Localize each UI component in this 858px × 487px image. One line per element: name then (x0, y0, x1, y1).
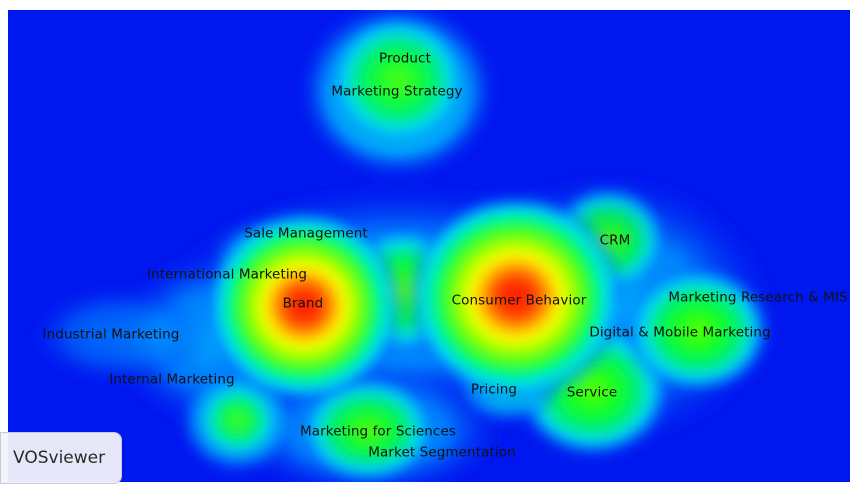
term-consumer-behavior[interactable]: Consumer Behavior (451, 292, 587, 309)
app-name: VOSviewer (13, 448, 106, 468)
density-map[interactable]: Product Marketing Strategy Sale Manageme… (8, 10, 850, 482)
term-product[interactable]: Product (379, 50, 431, 67)
vosviewer-badge: VOSviewer (0, 432, 122, 484)
term-marketing-strategy[interactable]: Marketing Strategy (331, 83, 463, 100)
term-service[interactable]: Service (566, 384, 618, 401)
term-digital-mobile-marketing[interactable]: Digital & Mobile Marketing (589, 324, 771, 341)
term-internal-marketing[interactable]: Internal Marketing (109, 371, 235, 388)
term-industrial-marketing[interactable]: Industrial Marketing (42, 326, 180, 343)
term-market-segmentation[interactable]: Market Segmentation (368, 444, 516, 461)
term-crm[interactable]: CRM (599, 232, 631, 249)
term-marketing-research-mis[interactable]: Marketing Research & MIS (668, 289, 848, 306)
term-international-marketing[interactable]: International Marketing (146, 266, 308, 283)
term-pricing[interactable]: Pricing (470, 381, 518, 398)
term-sale-management[interactable]: Sale Management (244, 225, 368, 242)
density-visualization (8, 10, 850, 482)
term-brand[interactable]: Brand (282, 295, 324, 312)
term-marketing-for-sciences[interactable]: Marketing for Sciences (300, 423, 456, 440)
